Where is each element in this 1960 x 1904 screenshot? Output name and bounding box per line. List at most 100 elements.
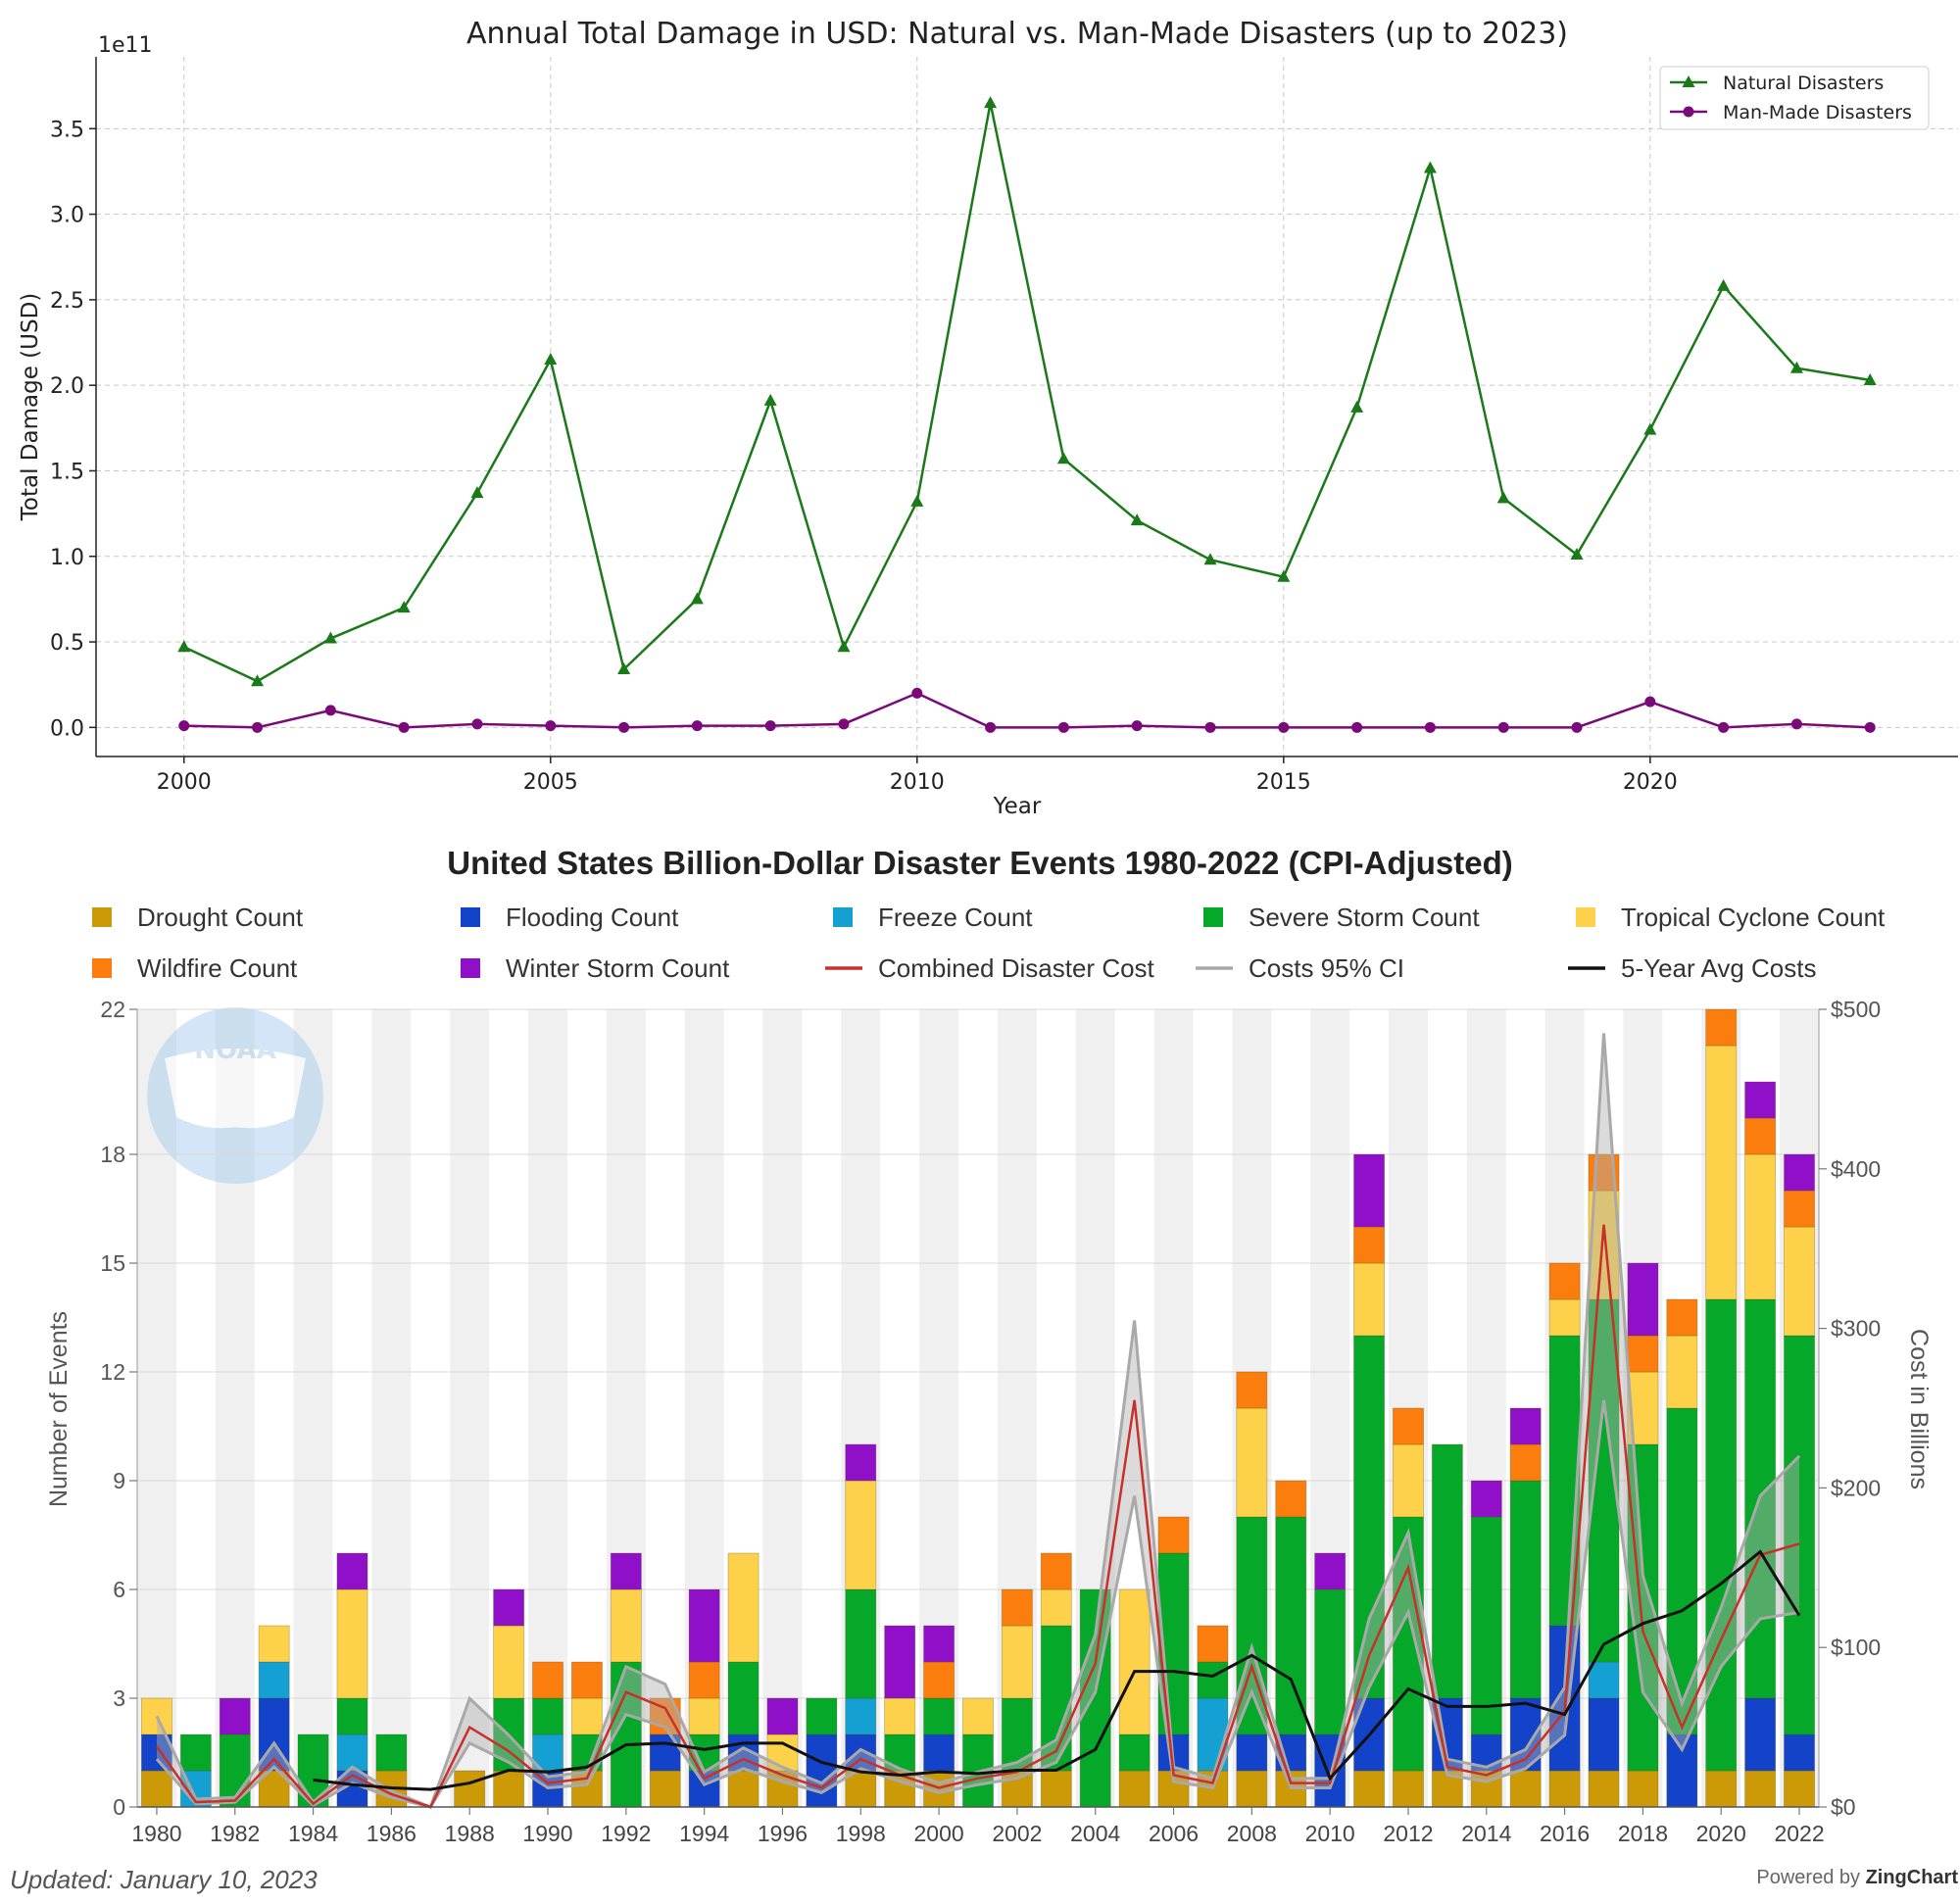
bar-segment-freeze-count	[1197, 1697, 1229, 1772]
bar-segment-tropical-cyclone-count	[1588, 1190, 1620, 1300]
bar-segment-severe-storm-count	[806, 1697, 838, 1735]
bar-segment-tropical-cyclone-count	[1040, 1588, 1072, 1627]
bar-segment-drought-count	[1705, 1770, 1738, 1808]
bar-segment-drought-count	[1118, 1770, 1151, 1808]
top-x-tick-label: 2015	[1256, 770, 1311, 795]
data-point-natural	[984, 96, 998, 109]
bar-segment-tropical-cyclone-count	[1353, 1262, 1386, 1337]
bar-segment-tropical-cyclone-count	[1393, 1443, 1424, 1518]
data-point-man-made	[1204, 721, 1216, 733]
bar-segment-wildfire-count	[1236, 1371, 1268, 1409]
data-point-natural	[910, 494, 924, 507]
data-point-natural	[1056, 452, 1070, 464]
data-point-natural	[690, 592, 704, 605]
series-line-natural	[183, 102, 1871, 683]
bar-segment-drought-count	[1627, 1770, 1659, 1808]
five-year-avg-line	[313, 1549, 1801, 1791]
bar-segment-flooding-count	[1784, 1733, 1816, 1772]
bar-segment-winter-storm-count	[336, 1552, 368, 1590]
bottom-x-tick-label: 1998	[836, 1821, 886, 1846]
data-point-natural	[1863, 372, 1877, 385]
bar-segment-winter-storm-count	[688, 1588, 720, 1663]
bar-segment-flooding-count	[1744, 1697, 1777, 1772]
data-point-natural	[1789, 361, 1803, 373]
bottom-y-tick-label: 6	[113, 1577, 125, 1602]
bar-segment-wildfire-count	[570, 1661, 603, 1699]
bar-segment-tropical-cyclone-count	[1001, 1625, 1033, 1699]
legend-triangle-marker	[1682, 75, 1695, 87]
bar-segment-winter-storm-count	[1784, 1153, 1816, 1192]
data-point-natural	[544, 352, 558, 365]
top-x-tick-label: 2020	[1623, 770, 1678, 795]
bottom-x-tick-label: 1996	[758, 1821, 808, 1846]
top-y-tick-label: 1.5	[50, 460, 84, 484]
bottom-x-tick-label: 1982	[210, 1821, 260, 1846]
data-point-man-made	[1571, 721, 1583, 733]
data-point-man-made	[985, 721, 997, 733]
data-point-man-made	[1864, 721, 1876, 733]
data-point-natural	[323, 631, 337, 644]
bottom-x-tick-label: 2020	[1696, 1821, 1746, 1846]
data-point-natural	[1350, 400, 1364, 413]
data-point-man-made	[1351, 721, 1363, 733]
bar-segment-flooding-count	[806, 1733, 838, 1808]
legend-swatch-box	[92, 958, 112, 978]
powered-by-label: Powered by	[1756, 1867, 1866, 1888]
data-point-man-made	[324, 705, 336, 716]
bottom-y-tick-label: 12	[100, 1359, 125, 1385]
bar-segment-wildfire-count	[1040, 1552, 1072, 1590]
bottom-x-tick-label: 2014	[1461, 1821, 1511, 1846]
bar-segment-freeze-count	[845, 1697, 877, 1735]
bar-segment-tropical-cyclone-count	[610, 1588, 642, 1663]
data-point-man-made	[1790, 718, 1802, 730]
bottom-x-tick-label: 2004	[1070, 1821, 1120, 1846]
bottom-x-tick-label: 1980	[131, 1821, 181, 1846]
bottom-x-tick-label: 2008	[1227, 1821, 1277, 1846]
bar-segment-drought-count	[1509, 1770, 1542, 1808]
bar-segment-wildfire-count	[1744, 1117, 1777, 1155]
bar-segment-wildfire-count	[688, 1661, 720, 1699]
top-y-tick-label: 0.0	[50, 716, 84, 741]
bottom-y2-tick-label: $400	[1831, 1156, 1881, 1182]
data-point-natural	[177, 640, 191, 653]
bar-segment-severe-storm-count	[1470, 1516, 1502, 1735]
legend-swatch-box	[461, 907, 480, 927]
bar-segment-severe-storm-count	[179, 1733, 212, 1772]
bottom-legend-label: 5-Year Avg Costs	[1621, 953, 1816, 983]
bar-segment-wildfire-count	[923, 1661, 956, 1699]
data-point-man-made	[252, 721, 264, 733]
bar-segment-wildfire-count	[1666, 1298, 1698, 1337]
legend-swatch-box	[1203, 907, 1223, 927]
bar-segment-wildfire-count	[532, 1661, 564, 1699]
data-point-man-made	[1718, 721, 1730, 733]
bar-segment-winter-storm-count	[1509, 1407, 1542, 1445]
bar-segment-severe-storm-count	[1353, 1335, 1386, 1699]
bar-segment-tropical-cyclone-count	[845, 1480, 877, 1590]
bar-segment-tropical-cyclone-count	[1548, 1298, 1581, 1337]
legend-swatch-box	[461, 958, 480, 978]
bottom-chart-title: United States Billion-Dollar Disaster Ev…	[447, 845, 1512, 881]
data-point-man-made	[1424, 721, 1436, 733]
bar-segment-tropical-cyclone-count	[766, 1733, 799, 1772]
data-point-man-made	[911, 687, 923, 699]
bottom-x-tick-label: 1992	[601, 1821, 651, 1846]
bar-segment-drought-count	[493, 1770, 525, 1808]
bottom-x-tick-label: 2016	[1540, 1821, 1590, 1846]
bar-segment-drought-count	[1548, 1770, 1581, 1808]
bottom-x-tick-label: 2010	[1305, 1821, 1355, 1846]
data-point-man-made	[545, 720, 557, 732]
bar-segment-severe-storm-count	[375, 1733, 408, 1772]
top-chart-y-label: Total Damage (USD)	[18, 293, 43, 521]
bar-segment-tropical-cyclone-count	[1236, 1407, 1268, 1518]
bar-segment-winter-storm-count	[610, 1552, 642, 1590]
noaa-watermark-logo: NOAA	[147, 1007, 323, 1184]
bottom-y-tick-label: 22	[100, 997, 125, 1022]
bar-segment-tropical-cyclone-count	[336, 1588, 368, 1699]
bar-segment-flooding-count	[923, 1733, 956, 1772]
bottom-legend-label: Freeze Count	[878, 903, 1033, 932]
bottom-y2-tick-label: $500	[1831, 997, 1881, 1022]
bar-segment-tropical-cyclone-count	[962, 1697, 994, 1735]
bottom-x-tick-label: 2000	[914, 1821, 964, 1846]
watermark-text: NOAA	[194, 1036, 275, 1065]
bar-segment-wildfire-count	[1784, 1190, 1816, 1228]
